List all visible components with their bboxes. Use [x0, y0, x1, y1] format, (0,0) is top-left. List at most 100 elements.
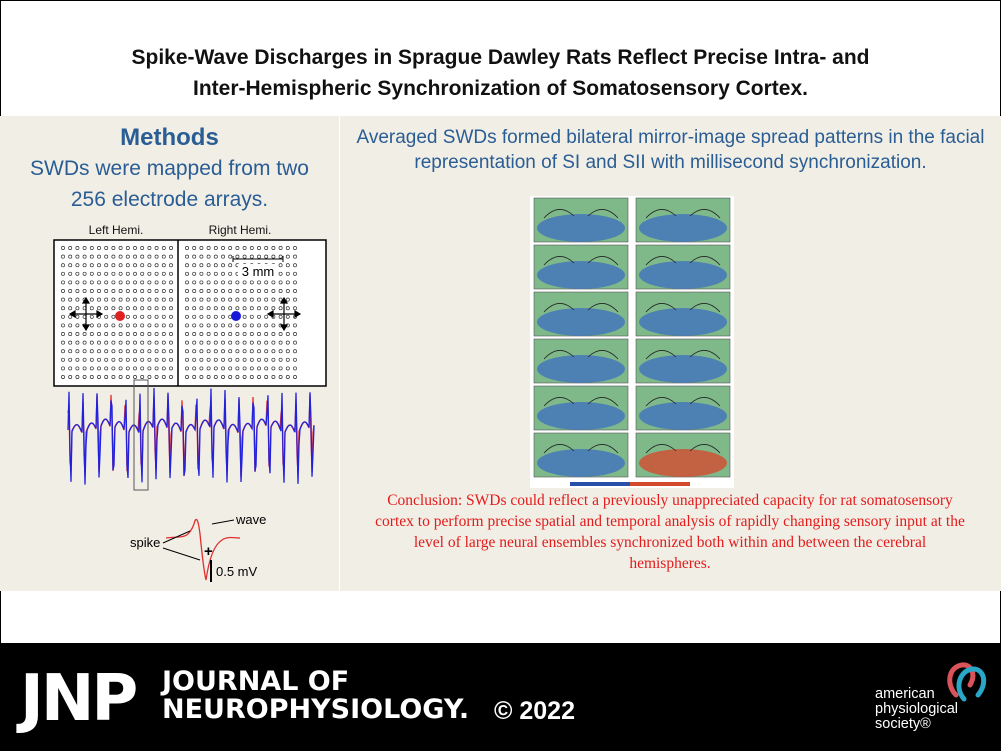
- electrode: [154, 254, 159, 259]
- electrode: [61, 340, 65, 345]
- electrode: [104, 349, 109, 354]
- electrode: [161, 263, 166, 268]
- electrode: [257, 297, 261, 302]
- activation-blob: [639, 355, 727, 383]
- electrode: [154, 340, 159, 345]
- electrode: [293, 271, 297, 276]
- electrode: [147, 314, 152, 319]
- left-compass-icon: [68, 296, 104, 332]
- electrode: [61, 332, 65, 336]
- electrode: [161, 289, 166, 293]
- electrode: [104, 263, 109, 268]
- activation-blob: [639, 261, 727, 289]
- electrode: [278, 289, 283, 293]
- electrode: [257, 366, 261, 371]
- electrode: [185, 375, 189, 379]
- electrode: [293, 357, 297, 362]
- electrode: [199, 375, 204, 379]
- electrode: [293, 263, 297, 268]
- electrode: [75, 323, 80, 328]
- electrode: [97, 349, 101, 354]
- electrode: [228, 280, 233, 285]
- electrode: [161, 357, 166, 362]
- electrode: [264, 306, 269, 311]
- electrode: [185, 289, 189, 293]
- electrode: [293, 366, 297, 371]
- electrode: [125, 323, 130, 328]
- electrode: [133, 271, 137, 276]
- right-compass-icon: [266, 296, 302, 332]
- activation-blob: [537, 355, 625, 383]
- cortex-outline: [645, 303, 721, 313]
- electrode: [257, 340, 261, 345]
- electrode: [278, 280, 283, 285]
- electrode: [185, 271, 189, 276]
- electrode: [61, 271, 65, 276]
- electrode: [97, 254, 101, 259]
- electrode: [285, 254, 290, 259]
- electrode: [242, 254, 247, 259]
- electrode: [104, 340, 109, 345]
- electrode: [97, 297, 101, 302]
- electrode: [192, 254, 197, 259]
- electrode: [221, 280, 225, 285]
- electrode: [257, 314, 261, 319]
- electrode: [147, 306, 152, 311]
- electrode: [257, 254, 261, 259]
- electrode: [213, 314, 218, 319]
- spike-wave-red: [165, 518, 241, 581]
- electrode: [228, 246, 233, 250]
- electrode: [75, 314, 80, 319]
- electrode: [104, 332, 109, 336]
- electrode: [125, 289, 130, 293]
- electrode: [278, 375, 283, 379]
- electrode: [111, 349, 116, 354]
- electrode: [228, 340, 233, 345]
- electrode: [271, 280, 276, 285]
- electrode: [61, 263, 65, 268]
- electrode: [249, 306, 254, 311]
- electrode: [206, 349, 211, 354]
- electrode: [235, 332, 240, 336]
- electrode: [97, 323, 101, 328]
- electrode: [169, 263, 173, 268]
- electrode: [161, 306, 166, 311]
- electrode: [271, 306, 276, 311]
- electrode: [271, 375, 276, 379]
- electrode: [125, 280, 130, 285]
- electrode: [118, 280, 123, 285]
- electrode: [169, 246, 173, 250]
- electrode: [97, 340, 101, 345]
- electrode: [278, 271, 283, 276]
- electrode: [293, 332, 297, 336]
- electrode: [104, 289, 109, 293]
- electrode: [61, 314, 65, 319]
- cortex-outline: [543, 209, 619, 219]
- electrode: [154, 332, 159, 336]
- electrode: [221, 340, 225, 345]
- electrode: [199, 263, 204, 268]
- electrode: [104, 297, 109, 302]
- electrode: [221, 246, 225, 250]
- electrode: [68, 375, 73, 379]
- electrode: [61, 246, 65, 250]
- electrode: [271, 332, 276, 336]
- electrode: [213, 323, 218, 328]
- electrode: [89, 375, 94, 379]
- electrode: [228, 332, 233, 336]
- electrode: [82, 332, 87, 336]
- society-line3: society®: [875, 716, 931, 732]
- electrode: [242, 340, 247, 345]
- electrode: [264, 366, 269, 371]
- electrode: [111, 254, 116, 259]
- electrode: [133, 349, 137, 354]
- electrode: [75, 349, 80, 354]
- electrode: [75, 297, 80, 302]
- electrode: [169, 375, 173, 379]
- electrode: [242, 366, 247, 371]
- electrode: [140, 263, 145, 268]
- electrode: [293, 306, 297, 311]
- electrode: [140, 254, 145, 259]
- cortex-outline: [645, 256, 721, 266]
- electrode: [185, 254, 189, 259]
